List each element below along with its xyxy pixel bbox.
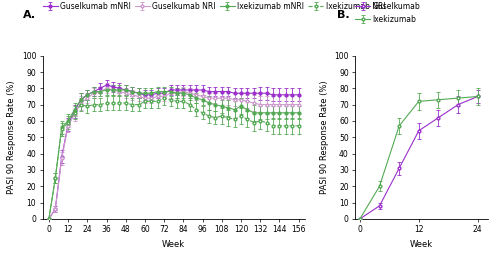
Text: B.: B. xyxy=(338,10,350,20)
Y-axis label: PASI 90 Response Rate (%): PASI 90 Response Rate (%) xyxy=(7,81,16,194)
Legend: Guselkumab mNRI, Guselkumab NRI, Ixekizumab mNRI, Ixekizumab NRI: Guselkumab mNRI, Guselkumab NRI, Ixekizu… xyxy=(42,2,385,11)
Legend: Guselkumab, Ixekizumab: Guselkumab, Ixekizumab xyxy=(355,2,420,24)
Text: A.: A. xyxy=(22,10,36,20)
X-axis label: Week: Week xyxy=(410,240,433,249)
Y-axis label: PASI 90 Response Rate (%): PASI 90 Response Rate (%) xyxy=(320,81,328,194)
X-axis label: Week: Week xyxy=(162,240,186,249)
